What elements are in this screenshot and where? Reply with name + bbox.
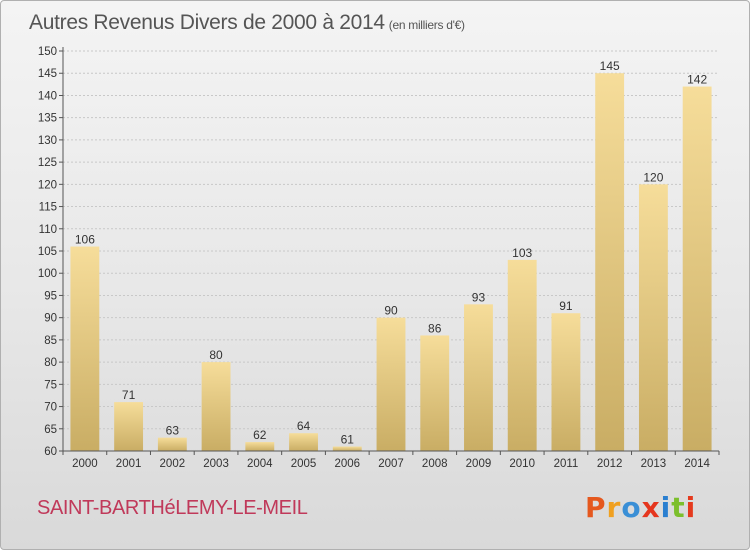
x-tick-label: 2009 [466,458,492,470]
y-tick-label: 105 [38,246,57,258]
y-tick-label: 65 [44,424,57,436]
y-tick-label: 120 [38,179,57,191]
x-tick-label: 2013 [641,458,667,470]
x-tick-label: 2001 [116,458,142,470]
brand-letter: i [685,491,697,524]
axes [59,47,720,455]
y-tick-label: 100 [38,268,57,280]
y-tick-label: 80 [44,357,57,369]
y-tick-label: 130 [38,135,57,147]
bar-2003[interactable] [201,362,231,451]
brand-letter: o [621,491,642,524]
y-tick-label: 85 [44,335,57,347]
x-tick-label: 2011 [554,458,579,470]
x-tick-label: 2003 [203,458,229,470]
brand-letter: t [671,491,686,524]
bar-2008[interactable] [420,335,450,451]
data-label: 103 [512,246,532,260]
y-tick-label: 125 [38,157,57,169]
bar-2014[interactable] [682,86,712,452]
brand-letter: P [585,491,607,524]
data-label: 62 [253,428,267,442]
data-label: 91 [559,299,573,313]
y-tick-label: 150 [38,46,57,58]
bar-2007[interactable] [376,317,406,451]
chart-title-text: Autres Revenus Divers de 2000 à 2014 [29,11,385,34]
x-tick-label: 2010 [509,458,535,470]
data-label: 120 [643,170,663,184]
data-label: 106 [75,233,95,247]
bar-2004[interactable] [245,442,275,451]
x-tick-label: 2000 [72,458,98,470]
x-tick-label: 2006 [334,458,360,470]
y-tick-label: 70 [44,402,57,414]
x-tick-label: 2004 [247,458,273,470]
y-tick-label: 75 [44,379,57,391]
y-tick-label: 145 [38,68,57,80]
y-tick-label: 115 [39,202,57,214]
data-label: 145 [600,59,620,73]
commune-name: SAINT-BARTHéLEMY-LE-MEIL [37,497,308,519]
y-tick-label: 140 [38,90,57,102]
brand-letter: x [641,491,661,524]
bar-2011[interactable] [551,313,581,451]
data-label: 80 [209,348,223,362]
data-label: 63 [166,424,180,438]
bar-2002[interactable] [157,437,187,451]
bar-2009[interactable] [464,304,493,451]
x-tick-label: 2007 [378,458,404,470]
x-tick-label: 2012 [597,458,623,470]
data-label: 86 [428,321,442,335]
data-label: 142 [687,73,707,87]
data-label: 93 [472,290,486,304]
brand-letter: r [606,491,622,524]
data-label: 64 [297,419,311,433]
data-label: 61 [341,433,355,447]
brand-letter: i [660,491,672,524]
x-tick-label: 2002 [160,458,186,470]
x-tick-label: 2008 [422,458,448,470]
bar-2006[interactable] [332,446,362,451]
y-tick-label: 110 [39,224,57,236]
chart-title-unit: (en milliers d'€) [388,18,465,32]
bar-2012[interactable] [595,73,625,451]
y-tick-label: 60 [44,446,57,458]
data-label: 90 [384,304,398,318]
bar-2005[interactable] [289,433,318,451]
bars [70,73,712,452]
y-tick-label: 90 [44,313,57,325]
data-label: 71 [122,388,136,402]
bar-2000[interactable] [70,246,100,451]
bar-2010[interactable] [507,259,537,451]
x-tick-label: 2005 [291,458,317,470]
x-tick-label: 2014 [684,458,710,470]
labels: 60 65 70 75 80 85 90 95 100 105 110 115 120 125 130 135… [38,46,711,470]
bar-2001[interactable] [114,402,144,451]
y-tick-label: 135 [38,113,57,125]
chart-title: Autres Revenus Divers de 2000 à 2014 (en … [29,11,465,35]
bar-2013[interactable] [638,184,668,452]
y-tick-label: 95 [44,290,57,302]
proxiti-logo[interactable]: Proxiti [585,491,696,524]
